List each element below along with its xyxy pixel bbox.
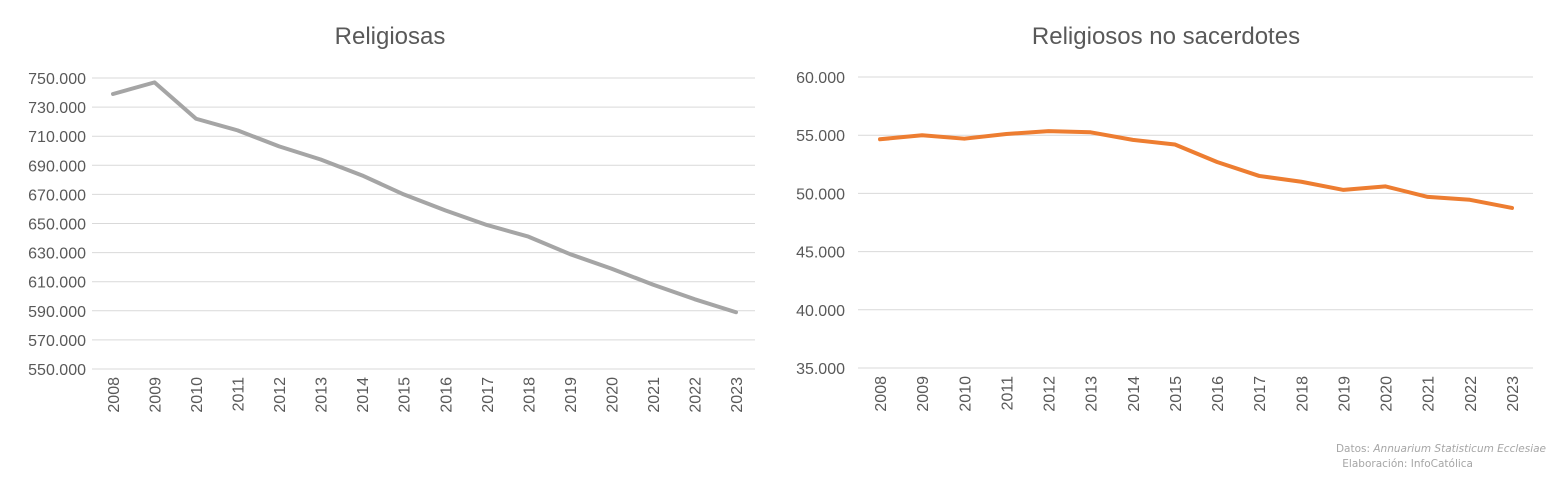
y-tick-label: 570.000 — [28, 333, 86, 350]
x-tick-label: 2022 — [687, 377, 704, 413]
x-tick-label: 2011 — [999, 376, 1016, 411]
x-tick-label: 2014 — [355, 377, 372, 413]
x-tick-label: 2015 — [397, 377, 414, 413]
series-line — [878, 129, 1514, 210]
source-note: Datos: Annuarium Statisticum Ecclesiae — [1336, 443, 1546, 455]
x-tick-label: 2016 — [1210, 376, 1227, 412]
x-tick-label: 2016 — [438, 377, 455, 413]
y-tick-label: 750.000 — [28, 71, 86, 88]
y-tick-label: 55.000 — [796, 128, 845, 145]
x-tick-label: 2010 — [189, 377, 206, 413]
y-tick-label: 40.000 — [796, 303, 845, 320]
x-tick-label: 2020 — [604, 377, 621, 413]
y-tick-label: 730.000 — [28, 100, 86, 117]
x-tick-label: 2012 — [1042, 376, 1059, 412]
x-tick-label: 2017 — [1252, 376, 1269, 412]
x-tick-label: 2008 — [873, 376, 890, 412]
y-tick-label: 50.000 — [796, 186, 845, 203]
x-tick-label: 2013 — [314, 377, 331, 413]
x-tick-label: 2014 — [1126, 376, 1143, 412]
y-tick-label: 630.000 — [28, 246, 86, 263]
x-tick-label: 2010 — [957, 376, 974, 412]
x-tick-label: 2021 — [1421, 376, 1438, 412]
y-tick-label: 610.000 — [28, 275, 86, 292]
x-tick-label: 2023 — [729, 377, 746, 413]
y-tick-label: 590.000 — [28, 304, 86, 321]
x-tick-label: 2019 — [1336, 376, 1353, 412]
x-tick-label: 2012 — [272, 377, 289, 413]
x-tick-label: 2011 — [231, 377, 248, 412]
x-tick-label: 2009 — [915, 376, 932, 412]
x-tick-label: 2017 — [480, 377, 497, 413]
x-tick-label: 2018 — [1294, 376, 1311, 412]
y-tick-label: 710.000 — [28, 129, 86, 146]
x-tick-label: 2013 — [1084, 376, 1101, 412]
y-tick-label: 35.000 — [796, 361, 845, 378]
chart-title: Religiosas — [335, 23, 446, 50]
x-tick-label: 2022 — [1463, 376, 1480, 412]
y-tick-label: 550.000 — [28, 362, 86, 379]
x-tick-label: 2015 — [1168, 376, 1185, 412]
y-tick-label: 45.000 — [796, 245, 845, 262]
source-label: Datos: — [1335, 443, 1374, 455]
x-tick-label: 2009 — [148, 377, 165, 413]
y-tick-label: 690.000 — [28, 158, 86, 175]
credit-note: Elaboración: InfoCatólica — [1342, 458, 1473, 470]
y-tick-label: 670.000 — [28, 187, 86, 204]
x-tick-label: 2008 — [106, 377, 123, 413]
x-tick-label: 2021 — [646, 377, 663, 413]
x-tick-label: 2023 — [1505, 376, 1522, 412]
source-name: Annuarium Statisticum Ecclesiae — [1373, 443, 1546, 455]
x-tick-label: 2019 — [563, 377, 580, 413]
y-tick-label: 650.000 — [28, 217, 86, 234]
chart-title: Religiosos no sacerdotes — [1032, 23, 1300, 50]
x-tick-label: 2018 — [521, 377, 538, 413]
y-tick-label: 60.000 — [796, 70, 845, 87]
x-tick-label: 2020 — [1379, 376, 1396, 412]
series-line — [111, 80, 738, 315]
